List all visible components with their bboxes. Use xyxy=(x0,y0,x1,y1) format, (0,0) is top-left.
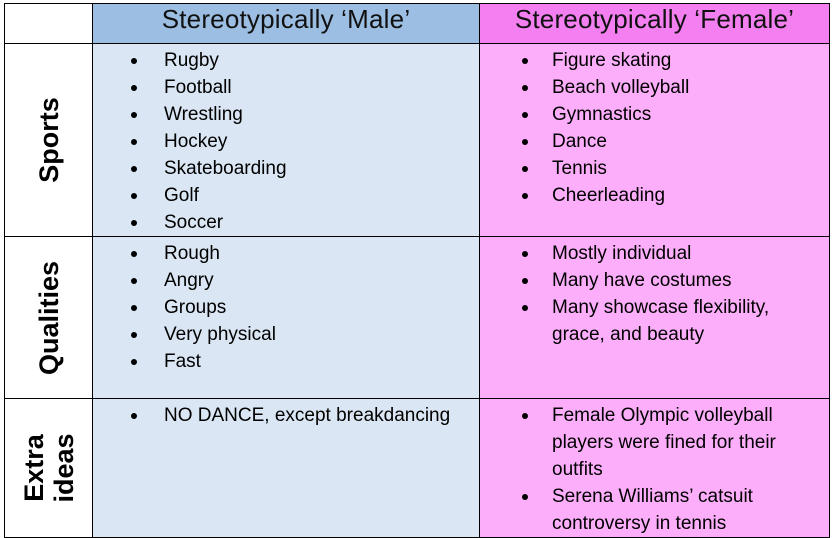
list-item: Skateboarding xyxy=(93,155,479,182)
list-item: Dance xyxy=(480,128,829,155)
row-extra-ideas: Extra ideas NO DANCE, except breakdancin… xyxy=(4,398,830,538)
list-item: Hockey xyxy=(93,128,479,155)
row-label-cell: Extra ideas xyxy=(4,398,93,538)
list-item: Soccer xyxy=(93,209,479,236)
stereotype-table: Stereotypically ‘Male’ Stereotypically ‘… xyxy=(4,3,830,538)
list-item: NO DANCE, except breakdancing xyxy=(93,402,479,429)
female-extra-cell: Female Olympic volleyball players were f… xyxy=(479,398,830,538)
row-label-cell: Qualities xyxy=(4,236,93,399)
list-item: Very physical xyxy=(93,321,479,348)
header-row: Stereotypically ‘Male’ Stereotypically ‘… xyxy=(4,3,830,44)
list-item: Beach volleyball xyxy=(480,74,829,101)
female-sports-cell: Figure skating Beach volleyball Gymnasti… xyxy=(479,43,830,237)
corner-cell xyxy=(4,3,93,44)
list-item: Football xyxy=(93,74,479,101)
male-sports-cell: Rugby Football Wrestling Hockey Skateboa… xyxy=(92,43,480,237)
list-item: Rugby xyxy=(93,47,479,74)
list-item: Golf xyxy=(93,182,479,209)
list-item: Serena Williams’ catsuit controversy in … xyxy=(480,483,829,537)
male-sports-list: Rugby Football Wrestling Hockey Skateboa… xyxy=(93,44,479,236)
male-qualities-list: Rough Angry Groups Very physical Fast xyxy=(93,237,479,375)
female-qualities-cell: Mostly individual Many have costumes Man… xyxy=(479,236,830,399)
list-item: Female Olympic volleyball players were f… xyxy=(480,402,829,483)
list-item: Wrestling xyxy=(93,101,479,128)
female-extra-list: Female Olympic volleyball players were f… xyxy=(480,399,829,537)
list-item: Angry xyxy=(93,267,479,294)
list-item: Tennis xyxy=(480,155,829,182)
female-sports-list: Figure skating Beach volleyball Gymnasti… xyxy=(480,44,829,209)
male-extra-list: NO DANCE, except breakdancing xyxy=(93,399,479,429)
row-label-cell: Sports xyxy=(4,43,93,237)
row-qualities: Qualities Rough Angry Groups Very physic… xyxy=(4,236,830,399)
male-extra-cell: NO DANCE, except breakdancing xyxy=(92,398,480,538)
female-column-header: Stereotypically ‘Female’ xyxy=(479,3,830,44)
list-item: Cheerleading xyxy=(480,182,829,209)
list-item: Many showcase flexibility, grace, and be… xyxy=(480,294,829,348)
list-item: Many have costumes xyxy=(480,267,829,294)
list-item: Figure skating xyxy=(480,47,829,74)
row-sports: Sports Rugby Football Wrestling Hockey S… xyxy=(4,43,830,237)
row-label-sports: Sports xyxy=(33,97,64,183)
male-qualities-cell: Rough Angry Groups Very physical Fast xyxy=(92,236,480,399)
list-item: Gymnastics xyxy=(480,101,829,128)
row-label-qualities: Qualities xyxy=(33,260,64,375)
list-item: Groups xyxy=(93,294,479,321)
row-label-extra-ideas: Extra ideas xyxy=(18,433,79,503)
male-column-header: Stereotypically ‘Male’ xyxy=(92,3,480,44)
list-item: Rough xyxy=(93,240,479,267)
list-item: Mostly individual xyxy=(480,240,829,267)
female-qualities-list: Mostly individual Many have costumes Man… xyxy=(480,237,829,348)
list-item: Fast xyxy=(93,348,479,375)
